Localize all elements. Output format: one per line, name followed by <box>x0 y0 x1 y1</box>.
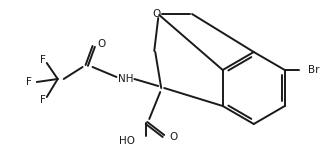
Text: F: F <box>26 77 32 87</box>
Text: Br: Br <box>308 65 319 75</box>
Text: F: F <box>40 55 46 65</box>
Text: NH: NH <box>118 74 133 84</box>
Text: O: O <box>98 39 106 49</box>
Text: O: O <box>152 9 160 19</box>
Text: O: O <box>169 132 177 142</box>
Text: HO: HO <box>119 136 135 146</box>
Text: F: F <box>40 95 46 105</box>
